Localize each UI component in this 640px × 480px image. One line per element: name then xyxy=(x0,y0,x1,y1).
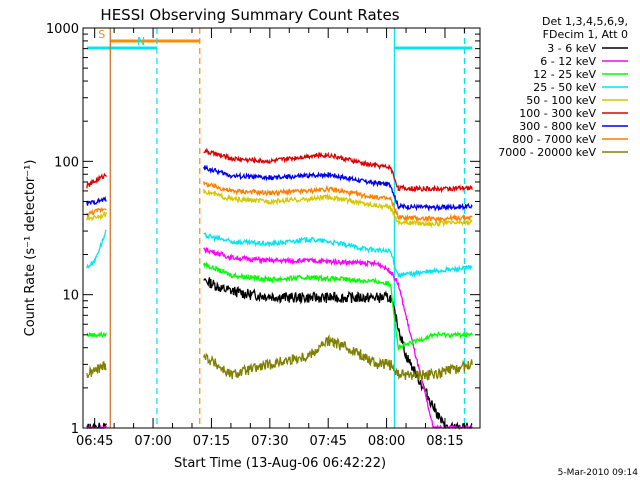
x-tick-label: 07:30 xyxy=(251,434,288,449)
series-line-3 xyxy=(86,261,473,352)
legend-entry-label: 7000 - 20000 keV xyxy=(498,146,596,159)
legend-entry-label: 50 - 100 keV xyxy=(526,94,596,107)
y-tick-label: 1000 xyxy=(46,22,79,37)
series-line-9 xyxy=(86,334,473,382)
flag-label: N xyxy=(137,35,145,48)
x-tick-label: 07:00 xyxy=(134,434,171,449)
legend-header-line-1: Det 1,3,4,5,6,9, xyxy=(542,15,628,28)
series-line-8 xyxy=(86,181,473,224)
plot-frame xyxy=(82,27,481,429)
x-tick-label: 08:00 xyxy=(368,434,405,449)
series-line-4 xyxy=(86,229,473,280)
flag-label: S xyxy=(98,28,105,41)
x-tick-label: 07:45 xyxy=(309,434,346,449)
legend-entry-label: 12 - 25 keV xyxy=(533,68,596,81)
y-tick-label: 100 xyxy=(54,155,79,170)
x-axis-label: Start Time (13-Aug-06 06:42:22) xyxy=(174,456,386,471)
y-axis-label: Count Rate (s⁻¹ detector⁻¹) xyxy=(23,160,38,337)
y-tick-label: 10 xyxy=(62,289,79,304)
series-line-5 xyxy=(86,189,473,229)
x-tick-label: 06:45 xyxy=(76,434,113,449)
legend-header-line-2: FDecim 1, Att 0 xyxy=(543,28,628,41)
x-tick-label: 07:15 xyxy=(193,434,230,449)
series-line-7 xyxy=(86,164,473,213)
legend-entry-label: 300 - 800 keV xyxy=(519,120,596,133)
series-line-6 xyxy=(86,147,473,194)
legend-entry-label: 25 - 50 keV xyxy=(533,81,596,94)
legend: Det 1,3,4,5,6,9, FDecim 1, Att 0 3 - 6 k… xyxy=(498,15,628,159)
legend-entry-label: 100 - 300 keV xyxy=(519,107,596,120)
x-tick-label: 08:15 xyxy=(426,434,463,449)
timestamp: 5-Mar-2010 09:14 xyxy=(558,468,639,478)
markers-layer xyxy=(109,28,466,428)
ticks-layer: 1 10 100 1000 06:45 07:00 07:15 07:30 07:45 08:00… xyxy=(46,22,480,449)
legend-entry-label: 800 - 7000 keV xyxy=(512,133,596,146)
legend-entry-label: 3 - 6 keV xyxy=(547,42,596,55)
chart-title: HESSI Observing Summary Count Rates xyxy=(100,6,399,24)
legend-entry-label: 6 - 12 keV xyxy=(540,55,596,68)
flags-layer: SN xyxy=(86,28,473,50)
y-tick-label: 1 xyxy=(71,422,79,437)
